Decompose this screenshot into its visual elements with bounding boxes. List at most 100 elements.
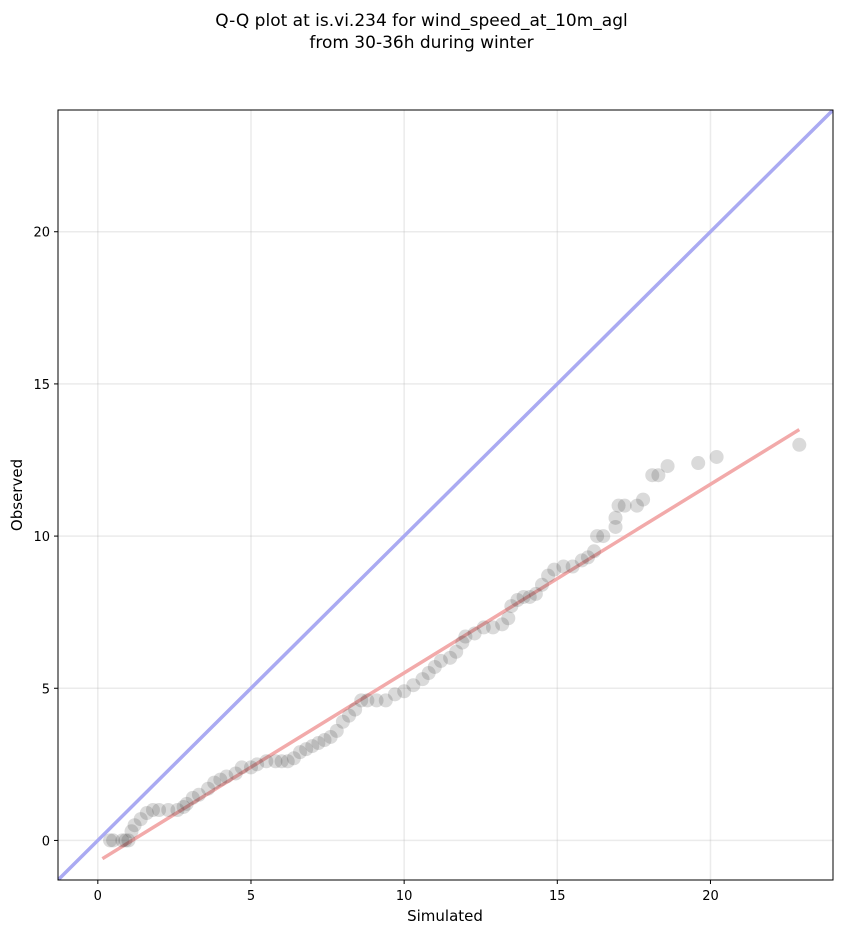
grid xyxy=(58,110,833,880)
data-point xyxy=(547,562,562,577)
data-point xyxy=(458,629,473,644)
data-point xyxy=(139,806,154,821)
x-tick-label: 0 xyxy=(94,889,102,904)
y-tick-label: 5 xyxy=(42,682,50,697)
data-point xyxy=(286,751,301,766)
data-point xyxy=(534,577,549,592)
data-point xyxy=(467,626,482,641)
data-point xyxy=(636,492,651,507)
plot-frame xyxy=(57,109,834,881)
data-point xyxy=(121,833,136,848)
data-point xyxy=(207,775,222,790)
data-point xyxy=(118,833,133,848)
data-point xyxy=(124,824,139,839)
data-point xyxy=(516,589,531,604)
data-point xyxy=(415,672,430,687)
data-point xyxy=(274,754,289,769)
chart-title-line1: Q-Q plot at is.vi.234 for wind_speed_at_… xyxy=(215,11,628,31)
data-point xyxy=(305,739,320,754)
data-point xyxy=(323,729,338,744)
data-point xyxy=(406,678,421,693)
data-point xyxy=(103,833,118,848)
x-tick-label: 5 xyxy=(247,889,255,904)
data-point xyxy=(152,803,167,817)
data-point xyxy=(510,593,525,607)
data-point xyxy=(501,611,516,626)
data-point xyxy=(329,723,344,738)
x-axis-label: Simulated xyxy=(407,907,483,925)
data-point xyxy=(645,468,660,483)
y-axis-label: Observed xyxy=(8,459,26,531)
data-point xyxy=(611,498,626,513)
data-point xyxy=(219,769,234,784)
data-point xyxy=(691,456,706,471)
data-point xyxy=(476,620,491,635)
fit-line xyxy=(101,428,801,861)
data-point xyxy=(106,833,121,848)
y-tick-label: 0 xyxy=(42,834,50,849)
data-point xyxy=(427,659,442,674)
data-point xyxy=(145,803,160,817)
data-point xyxy=(299,742,314,757)
data-points xyxy=(103,437,807,848)
data-point xyxy=(354,693,369,708)
data-point xyxy=(201,781,216,796)
data-point xyxy=(115,833,130,848)
data-point xyxy=(292,745,307,760)
data-point xyxy=(421,666,436,681)
y-tick-label: 15 xyxy=(33,378,50,393)
data-point xyxy=(433,653,448,668)
data-point xyxy=(280,754,295,769)
data-point xyxy=(191,787,206,802)
data-point xyxy=(556,559,571,574)
data-point xyxy=(378,693,393,708)
data-point xyxy=(565,559,580,574)
data-point xyxy=(590,529,605,544)
data-point xyxy=(185,790,200,805)
data-point xyxy=(228,766,243,781)
data-point xyxy=(311,736,326,751)
x-tick-label: 20 xyxy=(702,889,719,904)
data-point xyxy=(170,803,185,817)
chart-title: Q-Q plot at is.vi.234 for wind_speed_at_… xyxy=(0,10,843,54)
data-point xyxy=(587,544,602,559)
data-point xyxy=(179,796,194,811)
data-point xyxy=(528,586,543,601)
data-point xyxy=(485,620,500,635)
data-point xyxy=(213,772,228,787)
data-point xyxy=(342,708,357,723)
data-point xyxy=(792,437,807,452)
data-point xyxy=(243,760,258,775)
reference-lines xyxy=(58,110,833,880)
data-point xyxy=(176,799,191,814)
data-point xyxy=(397,684,412,699)
data-point xyxy=(541,568,556,583)
data-point xyxy=(449,644,464,659)
data-point xyxy=(660,459,675,474)
data-point xyxy=(608,519,623,534)
data-point xyxy=(651,468,666,483)
data-point xyxy=(709,449,724,464)
data-point xyxy=(387,687,402,702)
data-point xyxy=(574,553,589,568)
data-point xyxy=(268,754,283,769)
data-point xyxy=(596,529,611,544)
data-point xyxy=(522,589,537,604)
data-point xyxy=(629,498,644,513)
data-point xyxy=(259,754,274,769)
data-point xyxy=(617,498,632,513)
chart-title-line2: from 30-36h during winter xyxy=(309,33,534,53)
y-tick-label: 10 xyxy=(33,530,50,545)
y-tick-label: 20 xyxy=(33,226,50,241)
x-axis-ticks: 0 5 10 15 20 xyxy=(94,880,719,904)
data-point xyxy=(360,693,375,708)
x-tick-label: 15 xyxy=(549,889,566,904)
data-point xyxy=(335,714,350,729)
data-point xyxy=(580,550,595,565)
data-point xyxy=(455,635,470,650)
data-point xyxy=(317,733,332,747)
data-point xyxy=(250,757,265,772)
data-point xyxy=(443,650,458,665)
data-point xyxy=(608,510,623,525)
data-point xyxy=(161,803,176,817)
